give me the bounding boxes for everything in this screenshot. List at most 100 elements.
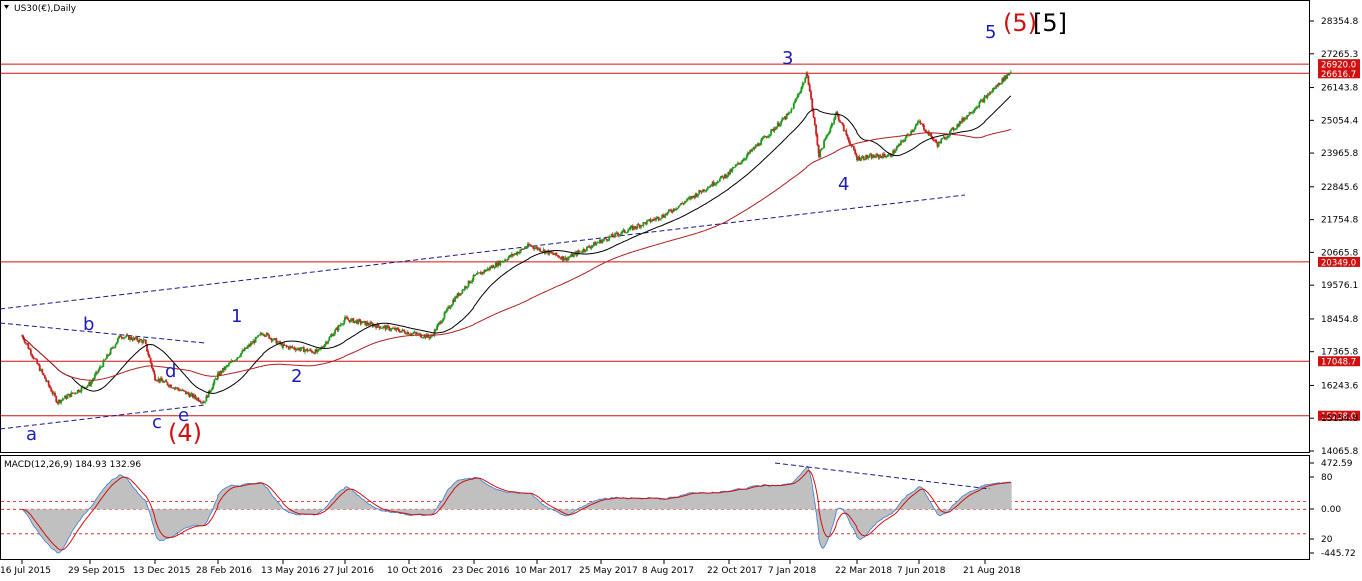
- dropdown-arrow-icon[interactable]: [4, 5, 9, 9]
- candle-body: [357, 319, 360, 324]
- candle-body: [704, 190, 707, 192]
- candle-body: [450, 304, 453, 307]
- candle-body: [675, 208, 678, 210]
- candle-body: [611, 234, 614, 237]
- candle-body: [401, 329, 404, 332]
- candle-body: [945, 138, 948, 140]
- candle-body: [624, 232, 627, 234]
- candle-body: [403, 331, 406, 334]
- price-level-tag-label: 26616.7: [1321, 70, 1356, 80]
- candle-body: [89, 382, 91, 386]
- candle-body: [602, 239, 605, 241]
- candle-body: [733, 167, 736, 168]
- candle-body: [476, 272, 479, 275]
- candle-body: [564, 257, 567, 260]
- candle-body: [165, 380, 168, 383]
- candle-body: [553, 254, 556, 256]
- candle-body: [295, 349, 298, 351]
- candle-body: [806, 73, 809, 77]
- candle-body: [878, 155, 881, 158]
- candle-body: [812, 109, 815, 118]
- candle-body: [751, 149, 754, 152]
- candle-body: [689, 197, 692, 199]
- candle-body: [146, 343, 148, 352]
- candle-body: [672, 208, 675, 212]
- candle-body: [631, 226, 634, 230]
- date-tick-label: 22 Mar 2018: [835, 566, 892, 576]
- candle-body: [893, 150, 896, 153]
- candle-body: [80, 387, 83, 392]
- candle-body: [319, 348, 321, 350]
- candle-body: [662, 214, 665, 217]
- candle-body: [692, 195, 695, 197]
- candle-body: [724, 174, 727, 178]
- candle-body: [283, 344, 286, 346]
- candle-body: [356, 320, 358, 324]
- candle-body: [946, 136, 949, 139]
- candle-body: [595, 243, 598, 246]
- candle-body: [687, 198, 690, 200]
- candle-body: [740, 162, 743, 164]
- candle-body: [577, 251, 580, 253]
- candle-body: [911, 130, 914, 132]
- candle-body: [898, 144, 901, 146]
- candle-body: [930, 133, 933, 137]
- candle-body: [976, 106, 978, 109]
- candle-body: [27, 344, 30, 349]
- candle-body: [722, 176, 725, 179]
- candle-body: [225, 365, 228, 367]
- price-tick-label: 27265.3: [1321, 50, 1358, 60]
- candle-body: [774, 128, 777, 130]
- candle-body: [394, 328, 397, 331]
- candle-body: [614, 232, 617, 237]
- candle-body: [505, 259, 507, 261]
- candle-body: [131, 339, 134, 341]
- candle-body: [291, 346, 294, 348]
- candle-body: [904, 137, 907, 141]
- candle-body: [568, 257, 571, 258]
- candle-body: [887, 154, 890, 157]
- candle-body: [815, 124, 817, 135]
- candle-body: [745, 155, 748, 159]
- macd-tick-label: 0.00: [1321, 505, 1341, 515]
- candle-body: [561, 256, 564, 260]
- candle-body: [341, 324, 343, 326]
- candle-body: [943, 137, 946, 140]
- wave-label-red-5: (5): [1003, 9, 1037, 37]
- candle-body: [358, 319, 361, 321]
- candle-body: [388, 326, 391, 331]
- candle-body: [855, 153, 858, 157]
- candle-body: [905, 134, 908, 138]
- candle-body: [560, 257, 563, 260]
- candle-body: [663, 216, 665, 218]
- candle-body: [769, 134, 771, 136]
- candle-body: [550, 252, 553, 254]
- candle-body: [633, 226, 635, 230]
- candle-body: [861, 156, 864, 158]
- candle-body: [65, 395, 68, 399]
- candle-body: [274, 338, 277, 340]
- candle-body: [998, 82, 1001, 85]
- candle-body: [378, 326, 381, 329]
- candle-body: [229, 362, 232, 364]
- candle-body: [950, 128, 952, 132]
- candle-body: [379, 327, 382, 329]
- candle-body: [236, 357, 239, 360]
- candle-body: [195, 397, 198, 400]
- candle-body: [671, 211, 674, 213]
- candle-body: [362, 321, 364, 323]
- candle-body: [271, 339, 274, 341]
- candle-body: [496, 262, 498, 267]
- candle-body: [857, 156, 860, 160]
- candle-body: [175, 387, 178, 389]
- candle-body: [163, 381, 166, 383]
- candle-body: [201, 401, 203, 403]
- candle-body: [649, 219, 652, 222]
- candle-body: [64, 395, 66, 399]
- candle-body: [884, 155, 887, 158]
- candle-body: [309, 349, 312, 351]
- candle-body: [736, 162, 739, 165]
- candle-body: [875, 154, 878, 158]
- candle-body: [667, 209, 670, 213]
- candle-body: [910, 130, 913, 135]
